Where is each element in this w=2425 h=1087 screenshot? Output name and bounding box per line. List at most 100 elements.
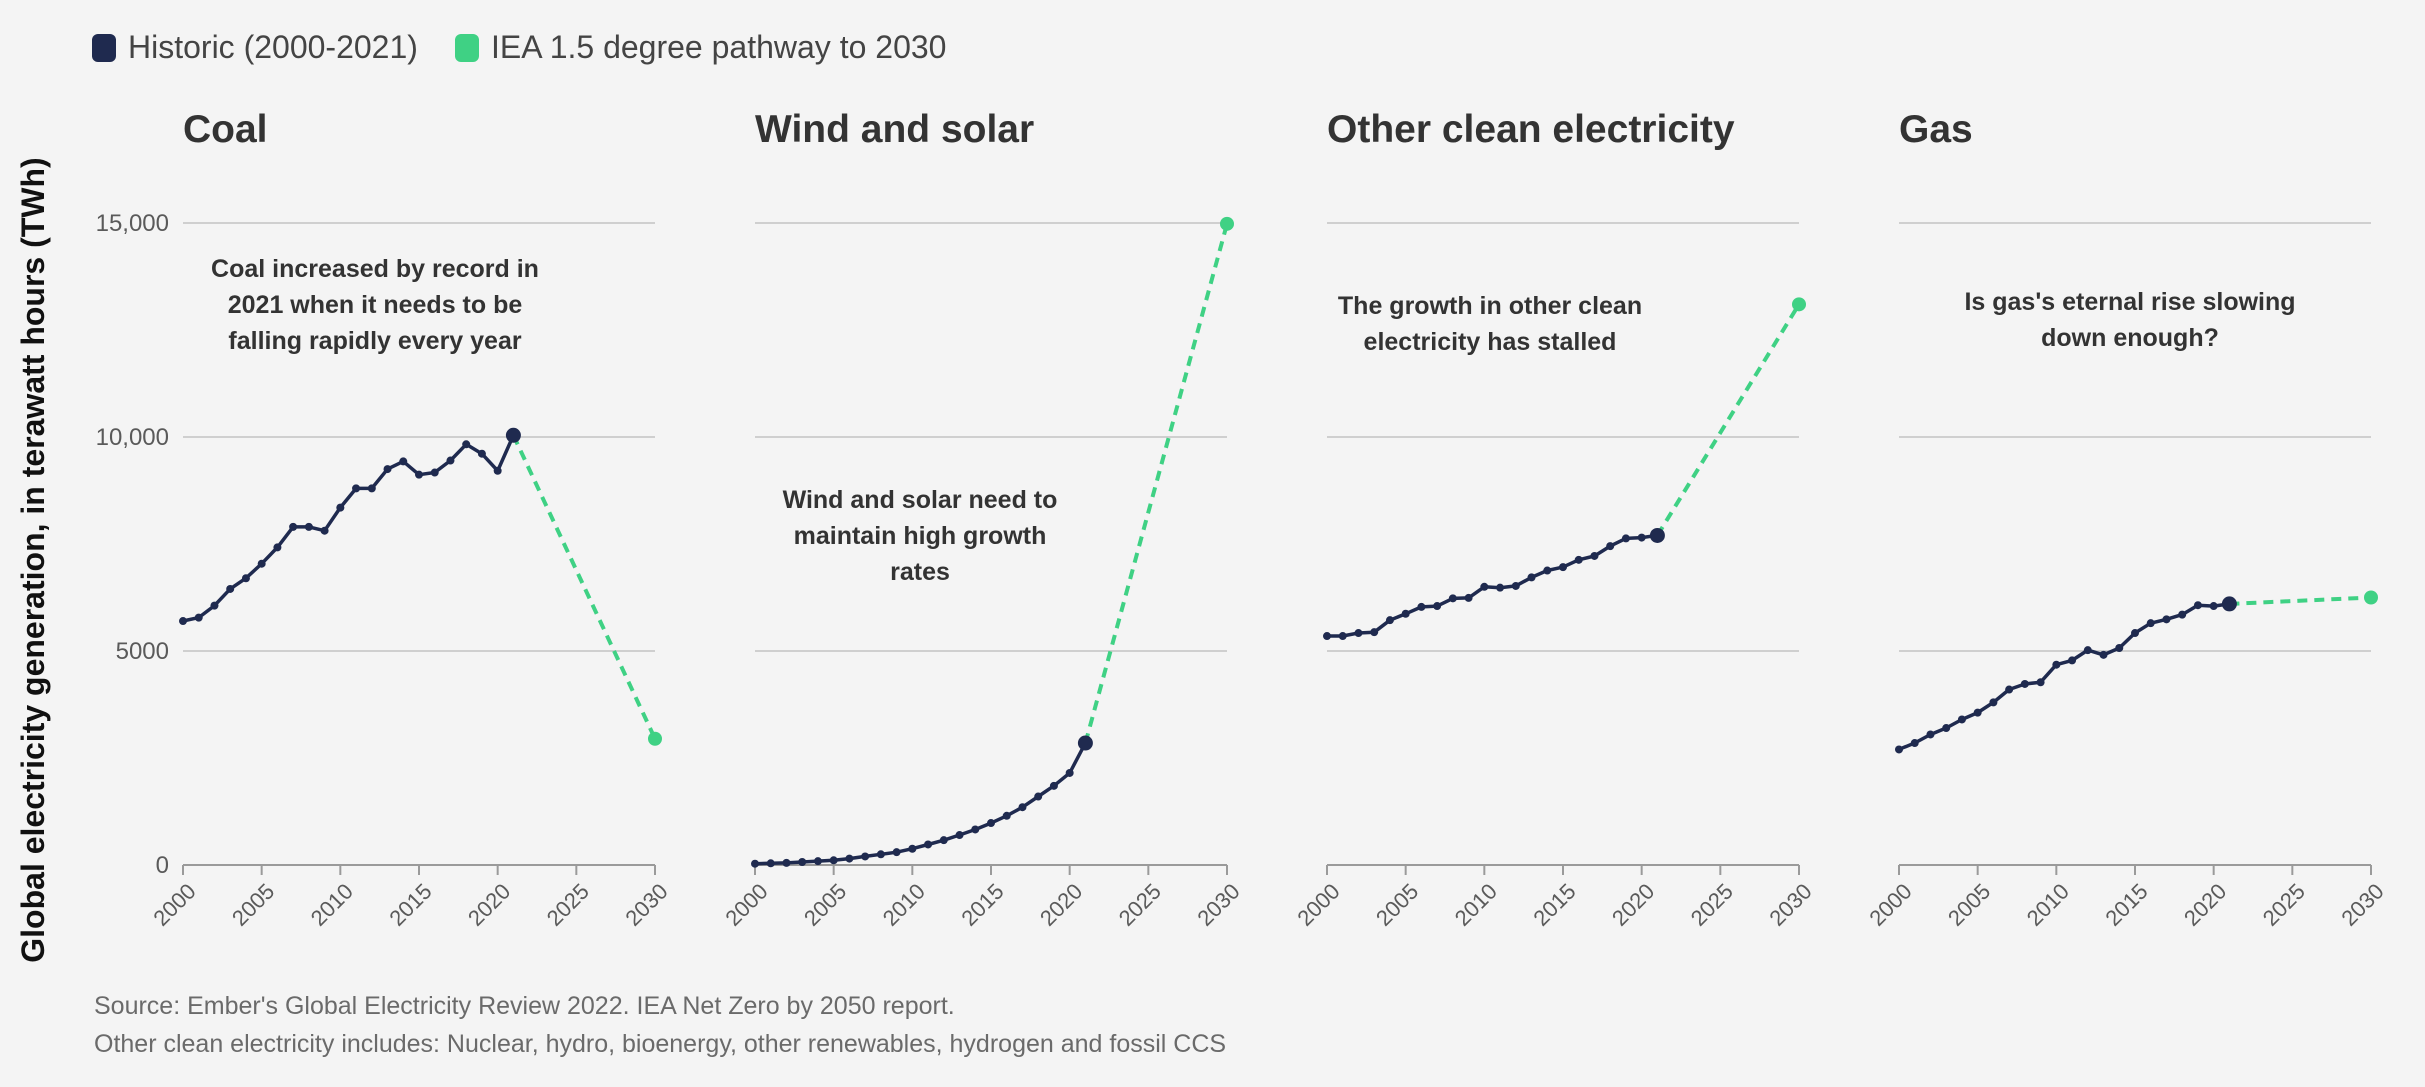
historic-point — [782, 858, 791, 867]
historic-point — [1464, 593, 1473, 602]
historic-point — [2052, 660, 2061, 669]
pathway-end-point — [1220, 216, 1234, 231]
x-tick-label: 2010 — [878, 879, 930, 931]
historic-point — [289, 522, 298, 531]
x-tick-label: 2030 — [2336, 879, 2388, 931]
x-tick-label: 2000 — [1864, 879, 1916, 931]
x-tick-label: 2015 — [2100, 879, 2152, 931]
historic-point — [2209, 602, 2218, 611]
historic-end-point — [1077, 735, 1093, 751]
y-tick-label: 10,000 — [96, 424, 169, 451]
historic-point — [892, 848, 901, 857]
historic-point — [845, 854, 854, 863]
panel-3: Gas 2000 2005 2010 2015 2020 2025 2030 Is gas's … — [1864, 108, 2388, 931]
annotation-line: falling rapidly every year — [228, 327, 521, 355]
x-tick-label: 2005 — [1943, 879, 1995, 931]
pathway-end-point — [648, 731, 662, 746]
historic-point — [194, 613, 203, 622]
x-tick-label: 2010 — [1450, 879, 1502, 931]
y-tick-label: 5000 — [116, 638, 169, 665]
historic-point — [1370, 628, 1379, 637]
historic-point — [1401, 609, 1410, 618]
historic-point — [924, 840, 933, 849]
clean-electricity-note: Other clean electricity includes: Nuclea… — [94, 1030, 1226, 1058]
x-tick-label: 2005 — [799, 879, 851, 931]
historic-point — [1926, 730, 1935, 739]
historic-point — [2068, 656, 2077, 665]
historic-point — [2146, 619, 2155, 628]
historic-line — [1327, 533, 1658, 638]
historic-point — [304, 522, 313, 531]
x-tick-label: 2005 — [227, 879, 279, 931]
source-note: Source: Ember's Global Electricity Revie… — [94, 992, 955, 1020]
historic-point — [2115, 644, 2124, 653]
historic-point — [2178, 610, 2187, 619]
historic-point — [861, 852, 870, 861]
panel-title: Gas — [1899, 108, 1973, 151]
y-tick-label: 15,000 — [96, 210, 169, 237]
historic-point — [1942, 724, 1951, 733]
historic-point — [1590, 551, 1599, 560]
historic-point — [955, 831, 964, 840]
historic-point — [1895, 745, 1903, 754]
historic-point — [1338, 632, 1347, 641]
historic-point — [766, 859, 775, 868]
y-tick-label: 0 — [156, 852, 169, 879]
historic-point — [430, 468, 439, 477]
annotation-line: maintain high growth — [794, 522, 1047, 550]
historic-point — [336, 503, 345, 512]
annotation-line: electricity has stalled — [1364, 328, 1617, 356]
x-tick-label: 2010 — [306, 879, 358, 931]
y-axis-label: Global electricity generation, in terawa… — [15, 157, 51, 962]
historic-point — [210, 601, 219, 610]
historic-point — [939, 836, 948, 845]
x-tick-label: 2030 — [1192, 879, 1244, 931]
historic-point — [241, 574, 250, 583]
x-tick-label: 2030 — [620, 879, 672, 931]
x-tick-label: 2015 — [956, 879, 1008, 931]
historic-point — [1574, 555, 1583, 564]
historic-point — [987, 819, 995, 828]
historic-point — [2131, 629, 2139, 638]
panel-1: Wind and solar 2000 2005 2010 2015 2020 2025 20… — [720, 108, 1244, 931]
historic-point — [352, 484, 361, 493]
historic-point — [2020, 679, 2029, 688]
panel-title: Wind and solar — [755, 108, 1034, 151]
x-tick-label: 2005 — [1371, 879, 1423, 931]
historic-point — [273, 543, 282, 552]
historic-point — [1034, 792, 1043, 801]
historic-point — [2162, 615, 2171, 624]
pathway-line — [2229, 595, 2372, 606]
historic-point — [1543, 566, 1552, 575]
annotation-line: rates — [890, 558, 950, 586]
historic-line — [182, 434, 516, 623]
x-tick-label: 2020 — [463, 879, 515, 931]
annotation-line: Is gas's eternal rise slowing — [1964, 288, 2295, 316]
historic-point — [1989, 698, 1998, 707]
legend-label-historic: Historic (2000-2021) — [128, 29, 418, 65]
historic-point — [2099, 650, 2108, 659]
pathway-line — [1655, 303, 1801, 537]
x-tick-label: 2015 — [384, 879, 436, 931]
historic-point — [1559, 563, 1567, 572]
historic-point — [1417, 602, 1426, 611]
legend: Historic (2000-2021) IEA 1.5 degree path… — [92, 29, 946, 65]
historic-point — [320, 526, 329, 535]
annotation-line: Wind and solar need to — [783, 486, 1058, 514]
chart-panels: Coal 0 5000 10,000 15,000 2000 2005 2010 2015 202… — [96, 108, 2389, 931]
historic-line — [1898, 602, 2230, 752]
historic-point — [1957, 715, 1966, 724]
historic-point — [1448, 594, 1457, 603]
historic-point — [446, 456, 455, 465]
historic-point — [2083, 646, 2092, 655]
historic-end-point — [1649, 527, 1665, 543]
historic-point — [462, 440, 471, 449]
historic-point — [1385, 616, 1394, 625]
historic-point — [1621, 534, 1630, 543]
historic-point — [2005, 685, 2014, 694]
historic-point — [2193, 601, 2202, 610]
panel-title: Other clean electricity — [1327, 108, 1735, 151]
x-tick-label: 2025 — [542, 879, 594, 931]
historic-point — [1910, 739, 1919, 748]
